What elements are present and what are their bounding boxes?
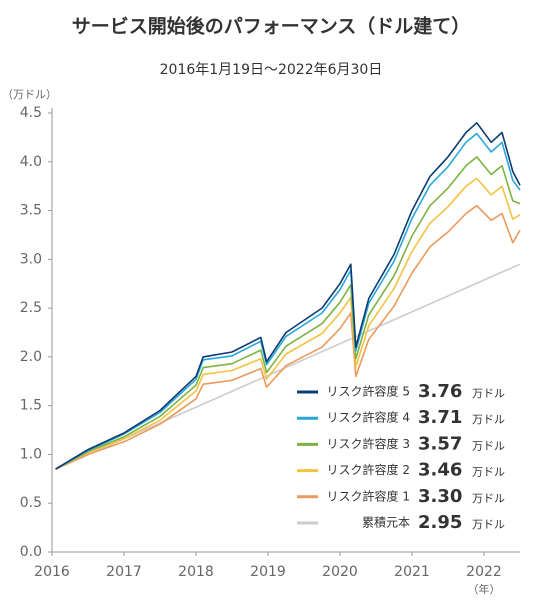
y-tick-label: 4.0 bbox=[20, 154, 42, 170]
legend-unit: 万ドル bbox=[472, 518, 505, 531]
x-tick-label: 2019 bbox=[250, 564, 286, 580]
y-tick-label: 3.0 bbox=[20, 251, 42, 267]
legend-label: リスク許容度 1 bbox=[327, 488, 410, 503]
legend-label: リスク許容度 5 bbox=[327, 384, 410, 399]
legend-label: リスク許容度 4 bbox=[327, 410, 410, 425]
x-tick-label: 2016 bbox=[34, 564, 70, 580]
legend-item: リスク許容度 5 3.76 万ドル bbox=[297, 381, 505, 402]
legend-unit: 万ドル bbox=[472, 439, 505, 452]
series-line bbox=[55, 177, 521, 470]
y-axis-label: （万ドル） bbox=[2, 88, 57, 101]
x-tick-label: 2021 bbox=[394, 564, 430, 580]
legend-unit: 万ドル bbox=[472, 413, 505, 426]
x-tick-label: 2022 bbox=[466, 564, 502, 580]
y-tick-label: 3.5 bbox=[20, 203, 42, 219]
legend-item: リスク許容度 3 3.57 万ドル bbox=[297, 433, 505, 454]
x-tick-label: 2017 bbox=[106, 564, 142, 580]
y-tick-label: 2.5 bbox=[20, 300, 42, 316]
y-tick-label: 0.0 bbox=[20, 544, 42, 560]
y-tick-label: 1.5 bbox=[20, 398, 42, 414]
legend-value: 3.30 bbox=[418, 486, 462, 507]
x-tick-label: 2020 bbox=[322, 564, 358, 580]
legend-value: 2.95 bbox=[418, 512, 462, 533]
series-line bbox=[55, 204, 521, 470]
legend-value: 3.46 bbox=[418, 460, 462, 481]
legend-item: 累積元本 2.95 万ドル bbox=[297, 512, 505, 533]
legend-unit: 万ドル bbox=[472, 466, 505, 479]
series-line bbox=[55, 122, 521, 470]
y-tick-label: 1.0 bbox=[20, 446, 42, 462]
legend-label: 累積元本 bbox=[362, 515, 410, 530]
y-tick-label: 0.5 bbox=[20, 495, 42, 511]
legend-value: 3.71 bbox=[418, 407, 462, 428]
chart-title: サービス開始後のパフォーマンス（ドル建て） bbox=[72, 15, 471, 38]
legend-item: リスク許容度 1 3.30 万ドル bbox=[297, 486, 505, 507]
legend-unit: 万ドル bbox=[472, 492, 505, 505]
y-tick-label: 2.0 bbox=[20, 349, 42, 365]
x-axis-label: （年） bbox=[468, 582, 501, 596]
legend-item: リスク許容度 4 3.71 万ドル bbox=[297, 407, 505, 428]
legend-label: リスク許容度 3 bbox=[327, 436, 410, 451]
x-tick-label: 2018 bbox=[178, 564, 214, 580]
chart-subtitle: 2016年1月19日〜2022年6月30日 bbox=[160, 62, 383, 78]
legend-value: 3.57 bbox=[418, 433, 462, 454]
legend-value: 3.76 bbox=[418, 381, 462, 402]
series-line bbox=[55, 156, 521, 470]
legend-unit: 万ドル bbox=[472, 387, 505, 400]
y-tick-label: 4.5 bbox=[20, 105, 42, 121]
legend-item: リスク許容度 2 3.46 万ドル bbox=[297, 460, 505, 481]
legend-label: リスク許容度 2 bbox=[327, 462, 410, 477]
